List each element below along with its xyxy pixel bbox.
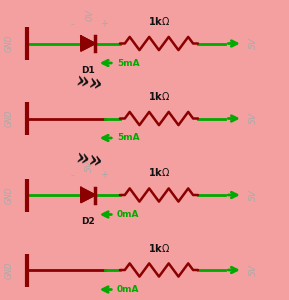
Text: 5V: 5V [85, 160, 94, 172]
Text: +: + [100, 170, 108, 181]
Text: GND: GND [5, 35, 14, 52]
Text: +: + [100, 19, 108, 29]
Text: D1: D1 [81, 66, 95, 75]
Text: 5mA: 5mA [117, 58, 140, 68]
Text: 0V: 0V [85, 9, 94, 21]
Text: 5V: 5V [248, 264, 257, 276]
Text: 5mA: 5mA [117, 134, 140, 142]
Text: -: - [71, 170, 74, 181]
Text: 5V: 5V [248, 112, 257, 124]
Polygon shape [81, 36, 95, 51]
Text: »»: »» [74, 147, 105, 174]
Text: GND: GND [5, 186, 14, 204]
Text: 1k$\Omega$: 1k$\Omega$ [148, 167, 170, 178]
Text: »»: »» [74, 71, 105, 97]
Text: 1k$\Omega$: 1k$\Omega$ [148, 242, 170, 254]
Polygon shape [81, 188, 95, 202]
Text: -: - [71, 19, 74, 29]
Text: 0mA: 0mA [117, 210, 140, 219]
Text: 0mA: 0mA [117, 285, 140, 294]
Text: D2: D2 [81, 218, 95, 226]
Text: 5V: 5V [248, 189, 257, 201]
Text: GND: GND [5, 110, 14, 127]
Text: 5V: 5V [248, 38, 257, 50]
Text: 1k$\Omega$: 1k$\Omega$ [148, 15, 170, 27]
Text: 1k$\Omega$: 1k$\Omega$ [148, 90, 170, 102]
Text: GND: GND [5, 261, 14, 279]
